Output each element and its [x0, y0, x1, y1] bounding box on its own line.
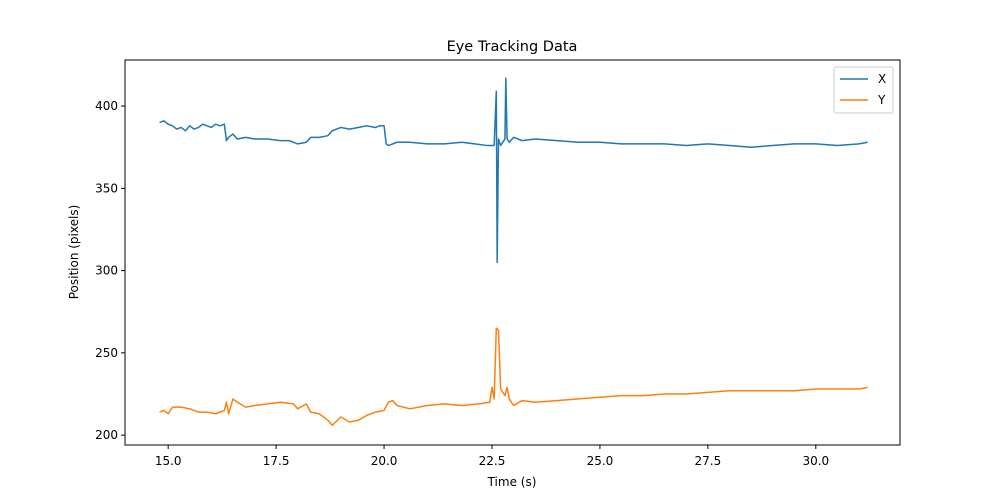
x-tick-label: 22.5	[479, 454, 506, 468]
x-axis-title: Time (s)	[487, 475, 537, 489]
legend-label-y: Y	[877, 93, 886, 107]
plot-series	[159, 77, 868, 427]
y-tick-label: 300	[95, 264, 118, 278]
y-axis: 200 250 300 350 400	[95, 99, 125, 442]
legend-label-x: X	[878, 72, 886, 86]
x-axis: 15.0 17.5 20.0 22.5 25.0 27.5 30.0	[155, 445, 829, 468]
x-tick-label: 30.0	[802, 454, 829, 468]
plot-frame	[124, 59, 901, 446]
x-tick-label: 20.0	[371, 454, 398, 468]
x-tick-label: 15.0	[155, 454, 182, 468]
series-line-x	[159, 77, 868, 264]
chart-title: Eye Tracking Data	[447, 39, 578, 55]
y-tick-label: 200	[95, 428, 118, 442]
y-tick-label: 250	[95, 346, 118, 360]
x-tick-label: 25.0	[587, 454, 614, 468]
series-line-y	[159, 327, 868, 427]
y-tick-label: 350	[95, 181, 118, 195]
legend: XY	[833, 66, 894, 114]
x-tick-label: 17.5	[263, 454, 290, 468]
y-tick-label: 400	[95, 99, 118, 113]
x-tick-label: 27.5	[695, 454, 722, 468]
y-axis-title: Position (pixels)	[67, 205, 81, 300]
